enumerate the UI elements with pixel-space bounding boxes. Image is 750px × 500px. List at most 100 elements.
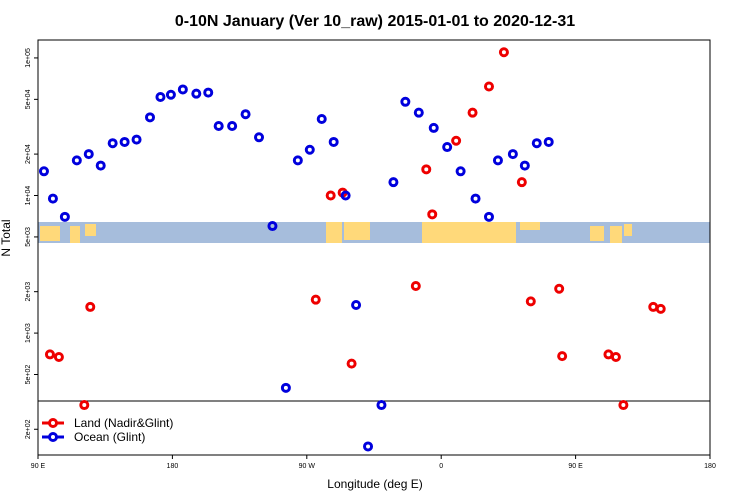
- ocean-point: [483, 211, 494, 222]
- land-point: [421, 164, 432, 175]
- x-tick-label: 0: [439, 463, 443, 470]
- ocean-point: [203, 87, 214, 98]
- ocean-point: [227, 121, 238, 132]
- land-point: [498, 47, 509, 58]
- x-tick-label: 90 E: [568, 463, 583, 470]
- plot-area: 2e+02 5e+02 1e+03 2e+03 5e+03 1e+04 2e+04 5e+04…: [25, 39, 716, 470]
- ocean-point: [267, 221, 278, 232]
- ocean-point: [280, 382, 291, 393]
- chart-title: 0-10N January (Ver 10_raw) 2015-01-01 to…: [175, 13, 575, 30]
- land-point: [325, 190, 336, 201]
- y-tick-label: 2e+04: [25, 144, 32, 164]
- ocean-point: [177, 84, 188, 95]
- ocean-point: [519, 160, 530, 171]
- land-point: [516, 177, 527, 188]
- ocean-point: [531, 138, 542, 149]
- legend-label: Ocean (Glint): [74, 430, 145, 444]
- land-shape: [326, 222, 342, 243]
- x-axis-label: Longitude (deg E): [327, 477, 422, 491]
- legend: Land (Nadir&Glint)Ocean (Glint): [42, 416, 173, 444]
- land-shape: [610, 226, 622, 243]
- ocean-point: [119, 136, 130, 147]
- ocean-point: [59, 211, 70, 222]
- ocean-point: [47, 193, 58, 204]
- ocean-point: [71, 155, 82, 166]
- land-shape: [624, 224, 632, 236]
- ocean-point: [240, 109, 251, 120]
- land-point: [603, 349, 614, 360]
- y-tick-label: 1e+04: [25, 186, 32, 206]
- land-point: [53, 352, 64, 363]
- land-point: [648, 301, 659, 312]
- land-shape: [40, 226, 60, 241]
- world-map-band: [38, 222, 710, 243]
- land-point: [44, 349, 55, 360]
- ocean-point: [413, 107, 424, 118]
- land-point: [618, 400, 629, 411]
- y-tick-label: 5e+04: [25, 89, 32, 109]
- ocean-point: [492, 155, 503, 166]
- y-tick-label: 5e+02: [25, 365, 32, 385]
- ocean-point: [428, 122, 439, 133]
- legend-marker: [48, 432, 58, 442]
- ocean-point: [543, 136, 554, 147]
- ocean-point: [107, 138, 118, 149]
- ocean-point: [38, 166, 49, 177]
- ocean-point: [455, 166, 466, 177]
- ocean-point: [131, 134, 142, 145]
- land-shape: [590, 226, 604, 241]
- land-shape: [70, 226, 80, 243]
- ocean-point: [507, 149, 518, 160]
- land-shape: [520, 222, 540, 230]
- ocean-point: [155, 92, 166, 103]
- land-point: [346, 358, 357, 369]
- ocean-point: [83, 149, 94, 160]
- ocean-point: [254, 132, 265, 143]
- x-tick-label: 180: [167, 463, 179, 470]
- ocean-point: [470, 193, 481, 204]
- y-tick-label: 1e+03: [25, 323, 32, 343]
- ocean-point: [340, 190, 351, 201]
- ocean-point: [304, 144, 315, 155]
- ocean-point: [351, 300, 362, 311]
- land-point: [85, 301, 96, 312]
- x-tick-label: 90 W: [299, 463, 316, 470]
- land-point: [554, 283, 565, 294]
- ocean-band: [38, 222, 710, 243]
- ocean-point: [328, 136, 339, 147]
- land-point: [557, 351, 568, 362]
- ocean-point: [363, 441, 374, 452]
- ocean-point: [213, 121, 224, 132]
- ocean-point: [388, 177, 399, 188]
- ocean-point: [292, 155, 303, 166]
- land-shape: [422, 222, 516, 243]
- x-tick-label: 180: [704, 463, 716, 470]
- ocean-point: [95, 160, 106, 171]
- legend-label: Land (Nadir&Glint): [74, 416, 173, 430]
- land-point: [410, 280, 421, 291]
- y-axis-label: N Total: [0, 219, 13, 256]
- ocean-point: [316, 113, 327, 124]
- land-shape: [344, 222, 370, 240]
- y-tick-label: 2e+02: [25, 419, 32, 439]
- land-point: [427, 209, 438, 220]
- land-point: [451, 135, 462, 146]
- ocean-point: [400, 96, 411, 107]
- y-tick-label: 2e+03: [25, 282, 32, 302]
- land-point: [310, 294, 321, 305]
- land-point: [483, 81, 494, 92]
- ocean-point: [165, 89, 176, 100]
- ocean-point: [145, 112, 155, 123]
- y-tick-label: 5e+03: [25, 227, 32, 247]
- plot-frame: [37, 39, 711, 456]
- land-point: [610, 352, 621, 363]
- legend-marker: [48, 418, 58, 428]
- land-point: [525, 296, 536, 307]
- land-point: [467, 107, 478, 118]
- ocean-point: [376, 400, 387, 411]
- land-point: [79, 400, 90, 411]
- land-shape: [85, 224, 96, 236]
- x-tick-label: 90 E: [31, 463, 46, 470]
- land-point: [655, 303, 666, 314]
